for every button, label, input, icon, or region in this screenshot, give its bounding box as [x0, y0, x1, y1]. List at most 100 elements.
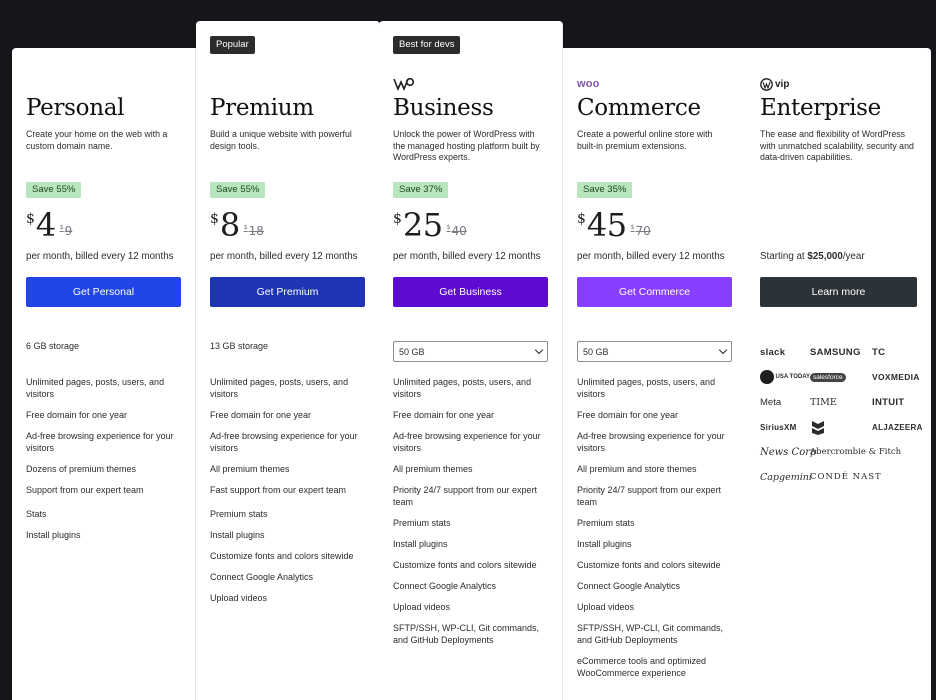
feature-item: Premium stats — [210, 509, 268, 519]
feature-item: Unlimited pages, posts, users, and visit… — [393, 377, 532, 399]
feature-item: Unlimited pages, posts, users, and visit… — [210, 377, 349, 399]
plan-name: Commerce — [577, 95, 701, 121]
wp-business-logo-icon — [393, 76, 415, 92]
techcrunch-logo: TC — [872, 346, 886, 358]
chevron-down-icon — [534, 345, 544, 355]
feature-item: SFTP/SSH, WP-CLI, Git commands, and GitH… — [393, 623, 540, 645]
get-premium-button[interactable]: Get Premium — [210, 277, 365, 307]
feature-list: Unlimited pages, posts, users, and visit… — [26, 376, 181, 550]
savings-badge: Save 55% — [210, 182, 266, 198]
capgemini-logo: Capgemini — [760, 471, 812, 483]
get-business-button[interactable]: Get Business — [393, 277, 548, 307]
feature-item: Unlimited pages, posts, users, and visit… — [577, 377, 716, 399]
conde-nast-logo: CONDÉ NAST — [810, 472, 882, 482]
plan-price: $ 45 $70 — [577, 208, 651, 242]
vip-logo-text: vip — [775, 78, 790, 90]
feature-item: SFTP/SSH, WP-CLI, Git commands, and GitH… — [577, 623, 724, 645]
feature-item: All premium themes — [393, 464, 473, 474]
savings-badge: Save 37% — [393, 182, 449, 198]
feature-item: Install plugins — [577, 539, 632, 549]
billing-period: per month, billed every 12 months — [577, 251, 725, 262]
feature-item: Connect Google Analytics — [393, 581, 497, 591]
feature-item: Priority 24/7 support from our expert te… — [393, 485, 538, 507]
price-amount: 8 — [219, 206, 240, 244]
wpvip-logo-icon: vip — [760, 76, 789, 92]
plan-business: Best for devs Business Unlock the power … — [379, 21, 563, 700]
learn-more-button[interactable]: Learn more — [760, 277, 917, 307]
feature-item: Ad-free browsing experience for your vis… — [26, 431, 174, 453]
plan-description: Unlock the power of WordPress with the m… — [393, 129, 540, 162]
get-personal-button[interactable]: Get Personal — [26, 277, 181, 307]
storage-amount: 6 GB storage — [26, 341, 80, 351]
billing-period: per month, billed every 12 months — [210, 251, 358, 262]
plan-price: $ 25 $40 — [393, 208, 467, 242]
feature-item: eCommerce tools and optimized WooCommerc… — [577, 656, 707, 678]
billing-period: per month, billed every 12 months — [26, 251, 174, 262]
currency-symbol: $ — [26, 211, 35, 227]
storage-select[interactable]: 50 GB — [577, 341, 732, 362]
time-logo: TIME — [810, 396, 837, 408]
feature-item: Priority 24/7 support from our expert te… — [577, 485, 722, 507]
price-amount: 25 — [402, 206, 443, 244]
feature-item: Upload videos — [577, 602, 635, 612]
usa-today-logo: USA TODAY — [760, 369, 810, 385]
feature-item: Ad-free browsing experience for your vis… — [393, 431, 541, 453]
feature-item: Ad-free browsing experience for your vis… — [210, 431, 358, 453]
feature-item: Connect Google Analytics — [210, 572, 314, 582]
currency-symbol: $ — [210, 211, 219, 227]
plan-price: $ 4 $9 — [26, 208, 72, 242]
savings-badge: Save 35% — [577, 182, 633, 198]
meta-logo: Meta — [760, 396, 782, 408]
feature-item: Free domain for one year — [26, 410, 128, 420]
feature-item: Fast support from our expert team — [210, 485, 347, 495]
news-corp-logo: News Corp — [760, 446, 817, 458]
feature-item: Install plugins — [210, 530, 265, 540]
original-price: $40 — [446, 224, 467, 238]
voxmedia-logo: VOXMEDIA — [872, 372, 920, 382]
intuit-logo: INTUIT — [872, 396, 905, 408]
salesforce-logo: salesforce — [810, 369, 872, 385]
feature-item: Install plugins — [26, 530, 81, 540]
siriusxm-logo: SiriusXM — [760, 422, 797, 432]
feature-list: Unlimited pages, posts, users, and visit… — [210, 376, 365, 613]
feature-item: Install plugins — [393, 539, 448, 549]
chevron-logo — [810, 419, 872, 435]
storage-amount: 13 GB storage — [210, 341, 269, 351]
chevron-brand-icon — [812, 421, 824, 435]
currency-symbol: $ — [577, 211, 586, 227]
original-price: $9 — [59, 224, 73, 238]
feature-item: Customize fonts and colors sitewide — [577, 560, 721, 570]
slack-logo: slack — [760, 346, 786, 358]
feature-item: All premium themes — [210, 464, 290, 474]
plan-premium: Popular Premium Build a unique website w… — [196, 21, 380, 700]
usa-today-dot-icon — [760, 370, 774, 384]
price-amount: 45 — [586, 206, 627, 244]
feature-item: Unlimited pages, posts, users, and visit… — [26, 377, 165, 399]
feature-item: Connect Google Analytics — [577, 581, 681, 591]
plan-name: Business — [393, 95, 494, 121]
feature-item: Free domain for one year — [577, 410, 679, 420]
feature-item: Stats — [26, 509, 47, 519]
plan-name: Enterprise — [760, 95, 881, 121]
billing-period: per month, billed every 12 months — [393, 251, 541, 262]
abercrombie-logo: Abercrombie & Fitch — [810, 447, 902, 457]
feature-item: Upload videos — [210, 593, 268, 603]
feature-item: Upload videos — [393, 602, 451, 612]
original-price: $18 — [243, 224, 264, 238]
feature-item: All premium and store themes — [577, 464, 697, 474]
plan-description: The ease and flexibility of WordPress wi… — [760, 129, 914, 162]
feature-item: Premium stats — [577, 518, 635, 528]
pricing-plans: Personal Create your home on the web wit… — [12, 0, 931, 700]
feature-item: Premium stats — [393, 518, 451, 528]
get-commerce-button[interactable]: Get Commerce — [577, 277, 732, 307]
feature-item: Customize fonts and colors sitewide — [210, 551, 354, 561]
best-for-devs-tag: Best for devs — [393, 36, 461, 54]
chevron-down-icon — [718, 345, 728, 355]
storage-select[interactable]: 50 GB — [393, 341, 548, 362]
feature-item: Support from our expert team — [26, 485, 144, 495]
client-logos: slack SAMSUNG TC USA TODAY salesforce VO… — [760, 344, 922, 485]
feature-item: Free domain for one year — [393, 410, 495, 420]
feature-item: Ad-free browsing experience for your vis… — [577, 431, 725, 453]
billing-period: Starting at $25,000/year — [760, 251, 865, 262]
currency-symbol: $ — [393, 211, 402, 227]
